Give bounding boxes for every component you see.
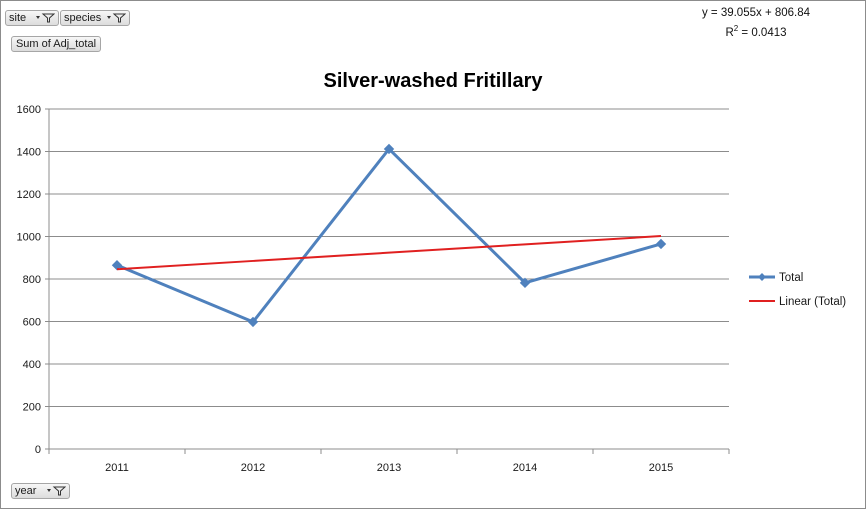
dropdown-filter-icon: [35, 13, 55, 23]
y-tick-label: 1600: [17, 104, 41, 116]
series-linear-trendline: [116, 235, 662, 271]
legend-label: Linear (Total): [779, 296, 846, 308]
series: [111, 143, 667, 328]
y-tick-label: 1200: [17, 189, 41, 201]
series-total-point: [111, 259, 123, 271]
chart-title: Silver-washed Fritillary: [324, 70, 544, 92]
value-field-label: Sum of Adj_total: [15, 38, 97, 50]
year-filter-button[interactable]: year: [11, 483, 70, 499]
series-total-point: [519, 277, 531, 289]
site-filter-button[interactable]: site: [5, 10, 59, 26]
series-total-line: [116, 147, 662, 324]
y-tick-label: 200: [23, 402, 41, 414]
dropdown-filter-icon: [46, 486, 66, 496]
year-filter-label: year: [15, 485, 37, 497]
site-filter-label: site: [9, 12, 27, 24]
y-tick-label: 600: [23, 317, 41, 329]
y-tick-label: 1400: [17, 147, 41, 159]
x-tick-label: 2011: [105, 462, 129, 474]
series-total-point: [247, 316, 259, 328]
x-tick-label: 2014: [513, 462, 537, 474]
gridlines: [49, 108, 729, 407]
species-filter-button[interactable]: species: [60, 10, 130, 26]
x-tick-label: 2015: [649, 462, 673, 474]
trendline-equation: y = 39.055x + 806.84: [701, 7, 811, 19]
species-filter-label: species: [64, 12, 102, 24]
axes: 0 200 400 600 800 1000 1200 1400 1600 2011 2012 201…: [17, 104, 730, 474]
y-tick-label: 400: [23, 359, 41, 371]
series-total-point: [383, 143, 395, 155]
trendline-equation-label: y = 39.055x + 806.84 R2 = 0.0413: [661, 6, 851, 41]
x-tick-label: 2012: [241, 462, 265, 474]
value-field-button[interactable]: Sum of Adj_total: [11, 36, 101, 52]
y-tick-label: 800: [23, 274, 41, 286]
y-tick-label: 1000: [17, 232, 41, 244]
series-total-point: [655, 238, 667, 250]
legend-marker: [758, 273, 766, 281]
dropdown-filter-icon: [106, 13, 126, 23]
y-tick-label: 0: [35, 444, 41, 456]
legend: Total Linear (Total): [749, 272, 846, 308]
legend-label: Total: [779, 272, 803, 284]
x-tick-label: 2013: [377, 462, 401, 474]
trendline-r-squared: R2 = 0.0413: [725, 24, 787, 39]
